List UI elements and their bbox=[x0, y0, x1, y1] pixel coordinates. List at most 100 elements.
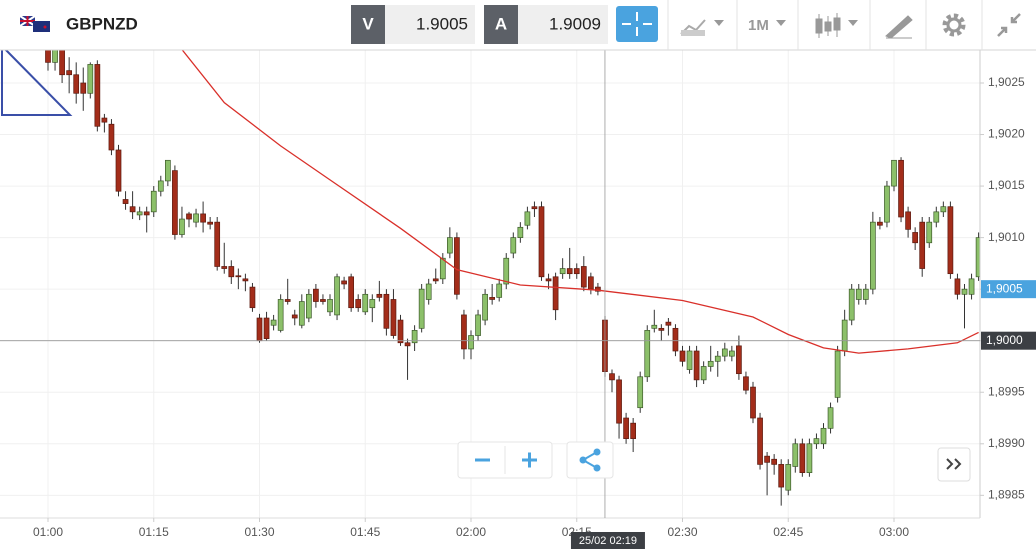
candle-body bbox=[115, 149, 122, 192]
candle-body bbox=[277, 299, 284, 331]
y-tick-label: 1,8995 bbox=[988, 384, 1025, 398]
candle-body bbox=[172, 170, 178, 235]
candle-body bbox=[785, 464, 792, 491]
collapse-icon[interactable] bbox=[997, 13, 1021, 37]
candle-body bbox=[404, 342, 411, 347]
candle-body bbox=[721, 348, 728, 357]
candle-body bbox=[580, 266, 587, 288]
x-tick-label: 01:15 bbox=[139, 525, 169, 539]
candle-body bbox=[291, 314, 298, 319]
candle-body bbox=[898, 159, 904, 218]
x-tick-label: 02:45 bbox=[773, 525, 803, 539]
candle-body bbox=[884, 185, 890, 223]
buy-price: 1.9009 bbox=[549, 14, 601, 33]
candle-body bbox=[45, 50, 51, 63]
dropdown-arrow bbox=[776, 20, 786, 26]
last-price-label: 1,9005 bbox=[986, 281, 1023, 295]
candle-body bbox=[52, 50, 58, 63]
zoom-in[interactable] bbox=[522, 452, 537, 468]
candle-body bbox=[80, 82, 87, 94]
candle-body bbox=[919, 221, 926, 269]
candle-body bbox=[179, 218, 185, 235]
settings-icon-ring bbox=[946, 17, 962, 33]
candle-body bbox=[193, 213, 199, 223]
candle-body bbox=[700, 366, 707, 381]
candle-body bbox=[757, 417, 763, 465]
candle-body bbox=[587, 276, 594, 290]
candle-body bbox=[362, 293, 369, 313]
y-tick-label: 1,8985 bbox=[988, 487, 1025, 501]
candle-body bbox=[524, 211, 531, 226]
candle-body bbox=[905, 211, 911, 230]
candle-body bbox=[221, 266, 228, 269]
candle-body bbox=[672, 327, 679, 352]
candle-body bbox=[256, 317, 263, 342]
candle-body bbox=[101, 117, 108, 123]
buy-price-box[interactable] bbox=[518, 5, 608, 44]
crosshair-button[interactable] bbox=[616, 6, 658, 42]
crosshair-icon bbox=[622, 12, 652, 36]
sell-price-box[interactable] bbox=[385, 5, 475, 44]
crosshair-y-label: 1,9000 bbox=[986, 333, 1023, 347]
draw-icon[interactable] bbox=[885, 15, 913, 39]
candle-body bbox=[143, 211, 150, 216]
candle-body bbox=[750, 386, 756, 419]
candle-body bbox=[820, 427, 827, 445]
candle-body bbox=[552, 276, 559, 311]
flag-nz bbox=[33, 21, 50, 32]
timeframe[interactable]: 1M bbox=[748, 17, 769, 34]
candle-body bbox=[341, 280, 347, 285]
x-tick-label: 01:30 bbox=[244, 525, 274, 539]
candle-body bbox=[728, 350, 735, 357]
candle-body bbox=[771, 458, 778, 465]
crosshair-x-label: 25/02 02:19 bbox=[579, 535, 637, 547]
candle-body bbox=[637, 376, 644, 409]
candle-body bbox=[595, 286, 601, 292]
candle-icon[interactable] bbox=[815, 13, 841, 38]
scroll-end-button[interactable] bbox=[937, 447, 971, 482]
candle-body bbox=[439, 257, 446, 280]
candle-body bbox=[157, 180, 164, 192]
settings-icon[interactable] bbox=[942, 13, 966, 37]
share-icon[interactable] bbox=[579, 448, 601, 472]
candle-body bbox=[59, 50, 65, 76]
y-tick-label: 1,9015 bbox=[988, 178, 1025, 192]
candle-body bbox=[503, 257, 510, 285]
candle-body bbox=[242, 278, 249, 282]
candle-body bbox=[306, 293, 312, 319]
candle-body bbox=[968, 278, 975, 295]
toolbar: GBPNZD V 1.9005 A 1.9009 1M bbox=[0, 0, 1036, 51]
candle-body bbox=[228, 266, 235, 278]
candle-body bbox=[73, 74, 80, 94]
x-tick-label: 02:00 bbox=[456, 525, 486, 539]
candle-body bbox=[736, 345, 742, 375]
candle-body bbox=[714, 355, 721, 362]
candle-body bbox=[848, 288, 855, 321]
y-tick-label: 1,9010 bbox=[988, 230, 1025, 244]
drawing-triangle[interactable] bbox=[1, 43, 73, 116]
candle-body bbox=[961, 288, 968, 295]
candle-body bbox=[270, 319, 277, 326]
candle-body bbox=[489, 297, 495, 300]
candle-body bbox=[531, 206, 538, 210]
buy-button[interactable] bbox=[484, 5, 518, 44]
candle-body bbox=[418, 288, 425, 329]
candle-body bbox=[186, 213, 192, 220]
moving-average bbox=[181, 50, 979, 354]
candle-body bbox=[284, 299, 291, 302]
candle-body bbox=[468, 335, 474, 350]
flag-nz-star bbox=[43, 25, 47, 29]
candle-body bbox=[545, 278, 552, 282]
candle-body bbox=[320, 299, 326, 302]
dropdown-arrow bbox=[848, 20, 858, 26]
candle-body bbox=[538, 206, 545, 278]
crosshair-y-box bbox=[981, 331, 1036, 350]
candle-body bbox=[954, 278, 961, 295]
candle-body bbox=[841, 319, 848, 352]
candle-body bbox=[778, 464, 785, 488]
candle-body bbox=[425, 283, 432, 300]
candle-body bbox=[411, 330, 418, 344]
sell-button[interactable] bbox=[351, 5, 385, 44]
